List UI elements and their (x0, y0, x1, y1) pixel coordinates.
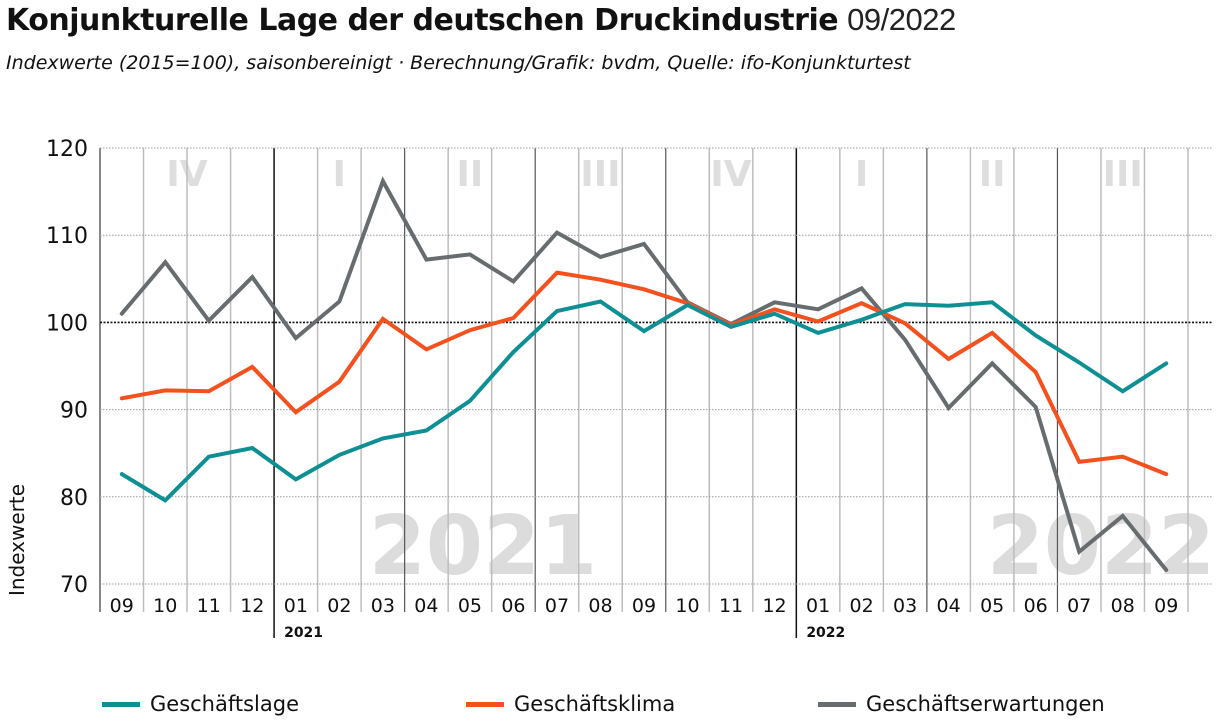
x-tick-label: 08 (1111, 595, 1135, 617)
quarter-label: II (979, 154, 1006, 195)
x-tick-label: 09 (632, 595, 656, 617)
chart-title-date: 09/2022 (847, 2, 956, 37)
x-tick-label: 09 (110, 595, 134, 617)
legend-label: Geschäftserwartungen (866, 692, 1105, 716)
legend-swatch-geschaeftserwartungen (818, 701, 856, 707)
chart-subtitle: Indexwerte (2015=100), saisonbereinigt ·… (6, 52, 911, 74)
series-lines (119, 176, 1169, 572)
x-tick-label: 06 (1024, 595, 1048, 617)
y-tick-label: 70 (60, 573, 88, 598)
x-tick-label: 02 (327, 595, 351, 617)
legend: Geschäftslage Geschäftsklima Geschäftser… (0, 692, 1220, 720)
y-tick-label: 90 (60, 399, 88, 424)
y-tick-label: 120 (46, 137, 88, 162)
series-line-geschaeftserwartungen (119, 176, 1169, 572)
x-tick-label: 09 (1154, 595, 1178, 617)
series-line-geschaeftslage (119, 299, 1169, 503)
x-tick-label: 01 (806, 595, 830, 617)
quarter-label: I (855, 154, 868, 195)
year-label: 2022 (806, 625, 845, 641)
y-tick-label: 100 (46, 311, 88, 336)
legend-swatch-geschaeftsklima (466, 701, 504, 707)
y-axis-label: Indexwerte (5, 484, 29, 596)
chart-title-main: Konjunkturelle Lage der deutschen Drucki… (6, 3, 839, 38)
quarter-label: I (333, 154, 346, 195)
legend-label: Geschäftsklima (514, 692, 676, 716)
chart-title: Konjunkturelle Lage der deutschen Drucki… (6, 2, 956, 38)
x-tick-label: 12 (240, 595, 264, 617)
year-watermark: 2021 (369, 499, 597, 594)
x-tick-label: 11 (719, 595, 743, 617)
x-tick-label: 10 (153, 595, 177, 617)
x-tick-label: 03 (893, 595, 917, 617)
axes: 70 80 90 100 110 120 09 10 11 12 01 02 03 04 05 06 07 08 0… (46, 137, 1178, 641)
legend-item-geschaeftsklima: Geschäftsklima (466, 692, 675, 716)
line-chart: 2021 2022 IV I II III IV I II III 70809010011012… (5, 137, 1215, 641)
grid (99, 147, 1212, 638)
x-tick-label: 08 (588, 595, 612, 617)
x-tick-label: 05 (980, 595, 1004, 617)
legend-label: Geschäftslage (150, 692, 300, 716)
x-tick-label: 07 (545, 595, 569, 617)
y-tick-label: 80 (60, 486, 88, 511)
year-label: 2021 (284, 625, 323, 641)
y-tick-label: 110 (46, 224, 88, 249)
quarter-label: IV (710, 154, 751, 195)
x-tick-label: 01 (284, 595, 308, 617)
x-tick-label: 04 (937, 595, 961, 617)
x-tick-label: 06 (501, 595, 525, 617)
x-tick-label: 02 (850, 595, 874, 617)
quarter-label: III (1103, 154, 1143, 195)
x-tick-label: 03 (371, 595, 395, 617)
legend-item-geschaeftslage: Geschäftslage (102, 692, 299, 716)
legend-item-geschaeftserwartungen: Geschäftserwartungen (818, 692, 1105, 716)
quarter-label: II (457, 154, 484, 195)
series-line-geschaeftsklima (119, 270, 1169, 477)
legend-swatch-geschaeftslage (102, 701, 140, 707)
quarter-label: III (580, 154, 620, 195)
x-tick-label: 05 (458, 595, 482, 617)
x-tick-label: 12 (762, 595, 786, 617)
x-tick-label: 07 (1067, 595, 1091, 617)
x-tick-label: 10 (675, 595, 699, 617)
quarter-labels: IV I II III IV I II III (166, 154, 1142, 195)
x-tick-label: 11 (197, 595, 221, 617)
x-tick-label: 04 (414, 595, 438, 617)
